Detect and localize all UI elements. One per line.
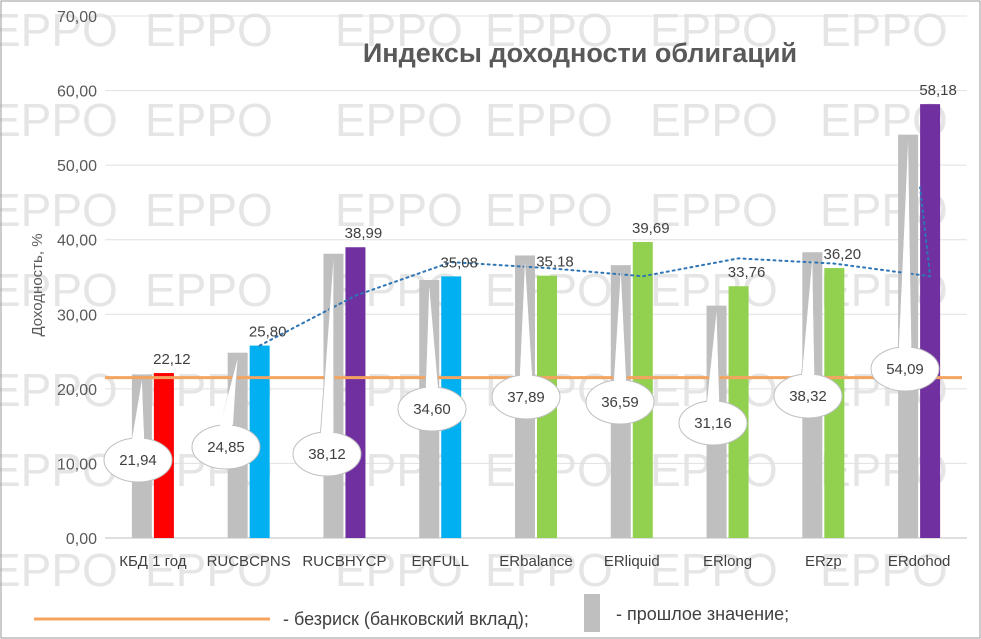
bubble-pointer-fill <box>707 311 719 402</box>
bubble-pointer-fill <box>899 140 911 348</box>
watermark-text: EPPO <box>650 4 778 56</box>
bubble-value-label: 37,89 <box>507 389 545 406</box>
watermark-text: EPPO <box>820 544 948 596</box>
bubble-pointer-fill <box>520 261 532 376</box>
bubble-value-label: 36,59 <box>601 394 639 411</box>
current-value-label: 25,80 <box>249 324 287 341</box>
category-label: ERbalance <box>499 553 572 570</box>
value-bubbles: 21,94 24,85 38,12 34,60 37,89 36,59 31,16 38,32… <box>103 138 940 483</box>
bar-current <box>249 345 270 538</box>
bubble-value-label: 54,09 <box>886 361 924 378</box>
watermark-text: EPPO <box>485 544 613 596</box>
category-label: ERzp <box>805 553 842 570</box>
category-label: КБД 1 год <box>119 553 187 570</box>
bubble-pointer-fill <box>321 259 334 433</box>
y-tick-label: 30,00 <box>57 307 97 324</box>
bubble-pointer-fill <box>614 271 626 381</box>
bubble-value-label: 24,85 <box>207 439 245 456</box>
watermark-text: EPPO <box>145 264 273 316</box>
category-labels: КБД 1 год RUCBCPNS RUCBHYCP ERFULL ERbalance… <box>119 553 950 570</box>
category-label: RUCBHYCP <box>302 553 386 570</box>
y-tick-label: 20,00 <box>57 382 97 399</box>
legend-risk-free-label: - безриск (банковский вклад); <box>283 609 529 629</box>
category-label: ERFULL <box>411 553 469 570</box>
category-label: ERliquid <box>604 553 660 570</box>
watermark-text: EPPO <box>650 94 778 146</box>
bar-current <box>345 247 366 538</box>
bubble-value-label: 21,94 <box>119 452 157 469</box>
y-axis-ticks: 0,00 10,00 20,00 30,00 40,00 50,00 60,00 70,00 <box>57 9 97 548</box>
value-labels: 22,12 25,80 38,99 35,08 35,18 39,69 33,76 36,20… <box>153 82 957 368</box>
watermark-text: EPPO <box>0 94 118 146</box>
watermark-text: EPPO <box>485 94 613 146</box>
watermark-text: EPPO <box>0 4 118 56</box>
watermark-text: EPPO <box>145 4 273 56</box>
watermark-text: EPPO <box>0 544 118 596</box>
bubble-value-label: 38,32 <box>789 388 827 405</box>
y-tick-label: 0,00 <box>66 531 97 548</box>
current-value-label: 35,18 <box>536 254 574 271</box>
watermark-text: EPPO <box>0 184 118 236</box>
y-tick-label: 10,00 <box>57 456 97 473</box>
bubble-value-label: 38,12 <box>308 446 346 463</box>
legend-previous-swatch <box>584 594 600 632</box>
category-label: RUCBCPNS <box>207 553 291 570</box>
trend-line-layer <box>258 186 932 347</box>
y-tick-label: 50,00 <box>57 158 97 175</box>
watermark-text: EPPO <box>485 4 613 56</box>
bar-current <box>920 104 941 538</box>
legend: - безриск (банковский вклад); - прошлое … <box>34 594 789 632</box>
y-tick-label: 40,00 <box>57 233 97 250</box>
current-value-label: 39,69 <box>632 220 670 237</box>
watermark-text: EPPO <box>335 94 463 146</box>
watermark-text: EPPO <box>820 4 948 56</box>
current-value-label: 58,18 <box>919 82 957 99</box>
bubble-pointer-fill <box>132 380 144 439</box>
category-label: ERdohod <box>888 553 951 570</box>
watermark-text: EPPO <box>145 94 273 146</box>
bubble-pointer-fill <box>802 258 814 375</box>
watermark-text: EPPO <box>335 544 463 596</box>
watermark-text: EPPO <box>335 184 463 236</box>
bubble-value-label: 31,16 <box>694 415 732 432</box>
watermark-text: EPPO <box>0 364 118 416</box>
watermark-text: EPPO <box>650 544 778 596</box>
watermark-text: EPPO <box>650 184 778 236</box>
current-value-label: 22,12 <box>153 351 191 368</box>
bubble-pointer-fill <box>220 358 238 426</box>
watermark-text: EPPO <box>485 184 613 236</box>
watermark-text: EPPO <box>145 184 273 236</box>
watermark-text: EPPO <box>0 264 118 316</box>
legend-previous-label: - прошлое значение; <box>616 604 789 624</box>
watermark-text: EPPO <box>145 544 273 596</box>
watermark-text: EPPO <box>0 444 118 496</box>
bubble-pointer-fill <box>426 285 438 388</box>
bubble-value-label: 34,60 <box>413 401 451 418</box>
current-value-label: 36,20 <box>824 246 862 263</box>
y-tick-label: 70,00 <box>57 9 97 26</box>
trend-line <box>258 186 932 347</box>
current-value-label: 35,08 <box>440 254 478 271</box>
current-value-label: 38,99 <box>345 225 383 242</box>
y-axis-label: Доходность, % <box>29 233 46 336</box>
y-tick-label: 60,00 <box>57 84 97 101</box>
watermark-text: EPPO <box>335 4 463 56</box>
category-label: ERlong <box>703 553 752 570</box>
chart-title: Индексы доходности облигаций <box>363 38 797 68</box>
current-value-label: 33,76 <box>728 264 766 281</box>
